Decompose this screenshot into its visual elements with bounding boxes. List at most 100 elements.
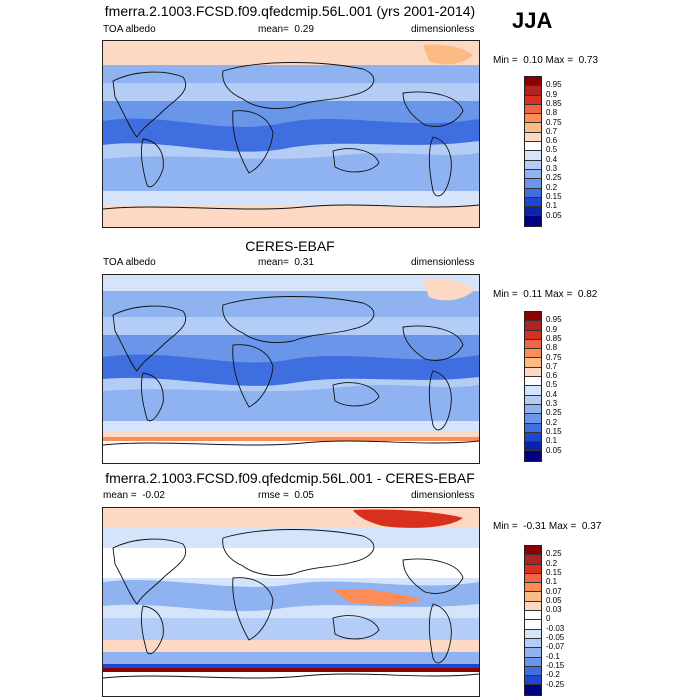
colorbar-swatch — [525, 583, 541, 593]
panel-1-colorbar — [524, 76, 542, 227]
colorbar-swatch — [525, 629, 541, 639]
colorbar-swatch — [525, 676, 541, 686]
colorbar-swatch — [525, 114, 541, 124]
colorbar-tick-label: 0.6 — [546, 371, 558, 381]
panel-1-variable-label: TOA albedo — [103, 24, 156, 35]
colorbar-swatch — [525, 685, 541, 695]
colorbar-swatch — [525, 77, 541, 87]
colorbar-tick-label: -0.1 — [546, 651, 560, 661]
colorbar-swatch — [525, 442, 541, 452]
colorbar-tick-label: 0.5 — [546, 145, 558, 155]
panel-2-title: CERES-EBAF — [245, 238, 335, 254]
colorbar-tick-label: 0.1 — [546, 577, 558, 587]
colorbar-tick-label: 0.2 — [546, 558, 558, 568]
colorbar-swatch — [525, 330, 541, 340]
panel-1-units-label: dimensionless — [411, 24, 475, 35]
colorbar-tick-label: 0.07 — [546, 586, 562, 596]
panel-1-map — [102, 40, 480, 228]
colorbar-tick-label: -0.25 — [546, 679, 565, 689]
colorbar-tick-label: 0.05 — [546, 445, 562, 455]
colorbar-swatch — [525, 367, 541, 378]
colorbar-swatch — [525, 207, 541, 217]
colorbar-tick-label: 0.25 — [546, 408, 562, 418]
colorbar-tick-label: 0.8 — [546, 108, 558, 118]
colorbar-tick-label: -0.15 — [546, 660, 565, 670]
colorbar-tick-label: 0.2 — [546, 182, 558, 192]
colorbar-tick-label: 0.4 — [546, 389, 558, 399]
colorbar-tick-label: 0.85 — [546, 333, 562, 343]
colorbar-swatch — [525, 160, 541, 170]
colorbar-swatch — [525, 620, 541, 630]
colorbar-swatch — [525, 648, 541, 658]
colorbar-tick-label: 0.3 — [546, 399, 558, 408]
colorbar-tick-label: -0.07 — [546, 642, 565, 652]
panel-1-minmax-label: Min = 0.10 Max = 0.73 — [493, 55, 599, 66]
colorbar-swatch — [525, 321, 541, 331]
colorbar-swatch — [525, 169, 541, 180]
colorbar-swatch — [525, 123, 541, 133]
colorbar-tick-label: 0.9 — [546, 89, 558, 99]
colorbar-swatch — [525, 638, 541, 649]
colorbar-swatch — [525, 142, 541, 152]
panel-3-map — [102, 507, 480, 697]
colorbar-swatch — [525, 666, 541, 677]
colorbar-swatch — [525, 386, 541, 396]
colorbar-tick-label: 0.75 — [546, 117, 562, 127]
panel-2-map-field — [103, 275, 479, 463]
colorbar-swatch — [525, 312, 541, 322]
colorbar-tick-label: 0.6 — [546, 136, 558, 146]
colorbar-tick-label: 0.9 — [546, 324, 558, 334]
colorbar-tick-label: 0.25 — [546, 549, 562, 559]
colorbar-swatch — [525, 95, 541, 105]
colorbar-tick-label: 0.3 — [546, 164, 558, 173]
colorbar-swatch — [525, 611, 541, 621]
colorbar-tick-label: 0.1 — [546, 201, 558, 211]
colorbar-swatch — [525, 358, 541, 368]
colorbar-swatch — [525, 657, 541, 667]
colorbar-tick-label: 0.15 — [546, 567, 562, 577]
colorbar-swatch — [525, 404, 541, 415]
panel-1-map-field — [103, 41, 479, 227]
colorbar-tick-label: 0.1 — [546, 436, 558, 446]
panel-1-title: fmerra.2.1003.FCSD.f09.qfedcmip.56L.001 … — [104, 3, 476, 19]
panel-2-units-label: dimensionless — [411, 257, 475, 268]
panel-3-title: fmerra.2.1003.FCSD.f09.qfedcmip.56L.001 … — [105, 470, 475, 486]
panel-3-minmax-label: Min = -0.31 Max = 0.37 — [493, 521, 602, 532]
colorbar-swatch — [525, 423, 541, 433]
colorbar-tick-label: 0.15 — [546, 426, 562, 436]
colorbar-tick-label: 0.85 — [546, 98, 562, 108]
panel-3-colorbar — [524, 545, 542, 696]
panel-2-map — [102, 274, 480, 464]
panel-2-minmax-label: Min = 0.11 Max = 0.82 — [493, 289, 598, 300]
panel-3-map-field — [103, 508, 479, 696]
colorbar-swatch — [525, 151, 541, 161]
colorbar-tick-label: 0.7 — [546, 361, 558, 371]
colorbar-swatch — [525, 546, 541, 556]
colorbar-tick-label: 0.75 — [546, 352, 562, 362]
colorbar-swatch — [525, 86, 541, 96]
colorbar-swatch — [525, 451, 541, 461]
panel-3-units-label: dimensionless — [411, 490, 475, 501]
colorbar-tick-label: 0.05 — [546, 595, 562, 605]
colorbar-swatch — [525, 104, 541, 115]
panel-3-mean-label: mean = -0.02 — [103, 490, 165, 501]
colorbar-swatch — [525, 414, 541, 424]
colorbar-tick-label: 0.95 — [546, 315, 562, 325]
colorbar-tick-label: -0.03 — [546, 623, 565, 633]
colorbar-swatch — [525, 555, 541, 565]
colorbar-swatch — [525, 179, 541, 189]
colorbar-swatch — [525, 564, 541, 574]
colorbar-tick-label: 0.4 — [546, 154, 558, 164]
colorbar-tick-label: 0.05 — [546, 210, 562, 220]
colorbar-swatch — [525, 216, 541, 226]
colorbar-swatch — [525, 188, 541, 198]
colorbar-swatch — [525, 601, 541, 612]
colorbar-swatch — [525, 432, 541, 443]
colorbar-tick-label: 0.03 — [546, 605, 562, 615]
panel-3-rmse-label: rmse = 0.05 — [258, 490, 314, 501]
panel-1-mean-label: mean= 0.29 — [258, 24, 314, 35]
colorbar-tick-label: 0.95 — [546, 80, 562, 90]
colorbar-swatch — [525, 573, 541, 584]
panel-2-mean-label: mean= 0.31 — [258, 257, 314, 268]
colorbar-tick-label: 0.15 — [546, 191, 562, 201]
